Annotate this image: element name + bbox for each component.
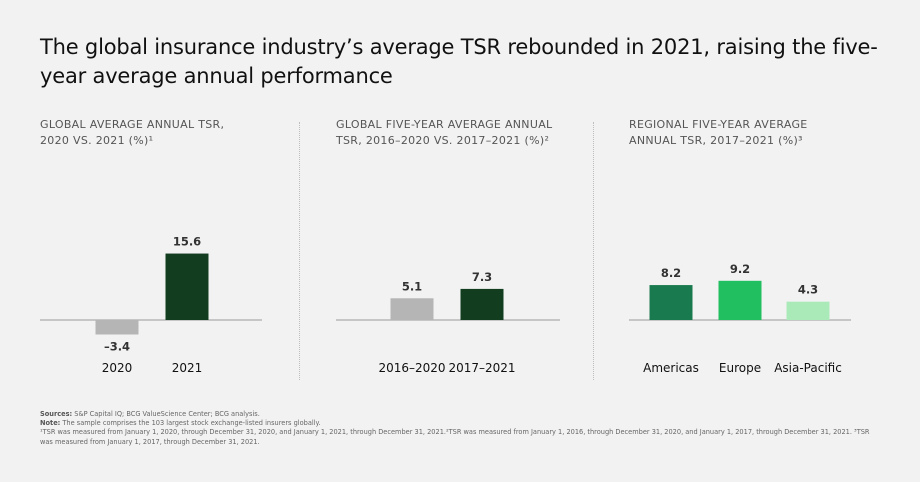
panel-2-category-label-2: 2017–2021 — [448, 361, 515, 375]
sources-label: Sources: — [40, 410, 73, 418]
panel-2-value-label-2: 7.3 — [472, 270, 492, 284]
panel-3-bar-2 — [718, 280, 762, 320]
panel-3-category-label-1: Americas — [643, 361, 699, 375]
panel-1-category-label-2: 2021 — [172, 361, 203, 375]
note-text: The sample comprises the 103 largest sto… — [60, 419, 321, 428]
panel-3-value-label-2: 9.2 — [730, 262, 750, 276]
panel-2-category-label-1: 2016–2020 — [378, 361, 445, 375]
panel-1-title: GLOBAL AVERAGE ANNUAL TSR, 2020 VS. 2021… — [40, 117, 224, 149]
panel-1-bar-2 — [165, 253, 209, 320]
panel-1-title-line1: GLOBAL AVERAGE ANNUAL TSR, — [40, 118, 225, 131]
sources-text: S&P Capital IQ; BCG ValueScience Center;… — [72, 410, 260, 418]
panel-3-category-label-3: Asia-Pacific — [774, 361, 842, 375]
panel-2-title-line2: TSR, 2016–2020 VS. 2017–2021 (%)² — [336, 134, 550, 147]
panel-2-bar-1 — [390, 298, 434, 320]
footer-sources: Sources: S&P Capital IQ; BCG ValueScienc… — [40, 410, 880, 419]
panel-1-value-label-2: 15.6 — [173, 235, 201, 249]
panel-2-title: GLOBAL FIVE-YEAR AVERAGE ANNUAL TSR, 201… — [336, 117, 552, 149]
panel-1-title-line2: 2020 VS. 2021 (%)¹ — [40, 134, 154, 147]
panel-3-title-line1: REGIONAL FIVE-YEAR AVERAGE — [629, 118, 808, 131]
panel-divider-2 — [593, 122, 594, 380]
panel-2-value-label-1: 5.1 — [402, 279, 422, 293]
panel-2-bar-2 — [460, 288, 504, 320]
panel-3-title: REGIONAL FIVE-YEAR AVERAGE ANNUAL TSR, 2… — [629, 117, 808, 149]
panel-3-bar-1 — [649, 285, 693, 320]
panel-divider-1 — [299, 122, 300, 380]
panel-3-value-label-3: 4.3 — [798, 283, 818, 297]
chart-title: The global insurance industry’s average … — [40, 35, 878, 88]
footer-note: Note: The sample comprises the 103 large… — [40, 419, 880, 428]
panel-1-value-label-1: –3.4 — [104, 339, 130, 353]
panel-3-value-label-1: 8.2 — [661, 266, 681, 280]
panel-1-category-label-1: 2020 — [102, 361, 133, 375]
panel-3-bar-3 — [786, 301, 830, 320]
footer-footnotes: ¹TSR was measured from January 1, 2020, … — [40, 428, 870, 446]
panel-3-title-line2: ANNUAL TSR, 2017–2021 (%)³ — [629, 134, 803, 147]
panel-1-bar-1 — [95, 320, 139, 335]
panel-3-category-label-2: Europe — [719, 361, 761, 375]
panel-2-title-line1: GLOBAL FIVE-YEAR AVERAGE ANNUAL — [336, 118, 553, 131]
footer: Sources: S&P Capital IQ; BCG ValueScienc… — [40, 410, 880, 447]
note-label: Note: — [40, 419, 61, 428]
